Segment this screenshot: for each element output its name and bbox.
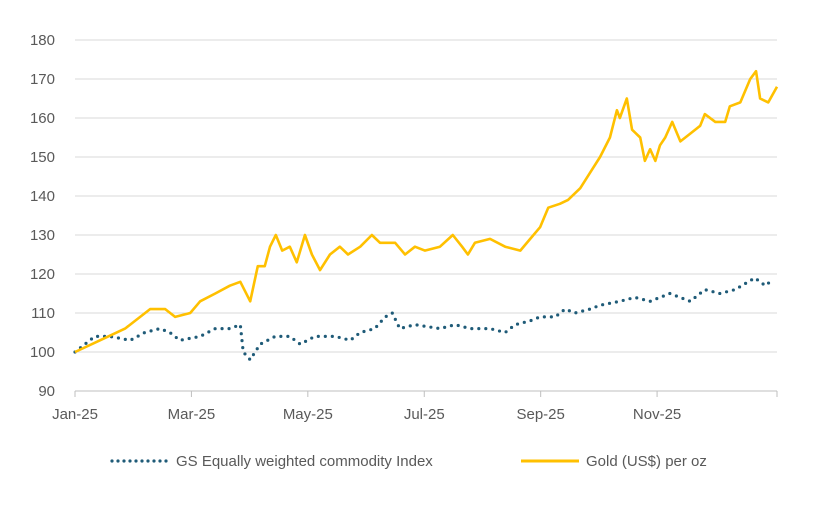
series-line-gold	[74, 69, 779, 354]
y-tick-label: 90	[38, 383, 55, 400]
y-tick-label: 110	[31, 305, 55, 322]
y-tick-label: 180	[30, 32, 55, 49]
x-tick-label: Jan-25	[52, 406, 98, 423]
y-tick-label: 170	[30, 71, 55, 88]
x-tick-label: May-25	[283, 406, 333, 423]
legend-label-commodity-index: GS Equally weighted commodity Index	[176, 453, 433, 470]
series-line-commodity-index	[73, 276, 772, 362]
y-tick-label: 150	[30, 149, 55, 166]
y-tick-label: 120	[30, 266, 55, 283]
y-tick-label: 140	[30, 188, 55, 205]
y-tick-label: 100	[30, 344, 55, 361]
y-tick-label: 130	[30, 227, 55, 244]
x-tick-label: Jul-25	[404, 406, 445, 423]
legend-label-gold: Gold (US$) per oz	[586, 453, 707, 470]
x-tick-label: Nov-25	[633, 406, 681, 423]
x-tick-label: Mar-25	[168, 406, 216, 423]
x-tick-label: Sep-25	[516, 406, 564, 423]
y-tick-label: 160	[30, 110, 55, 127]
